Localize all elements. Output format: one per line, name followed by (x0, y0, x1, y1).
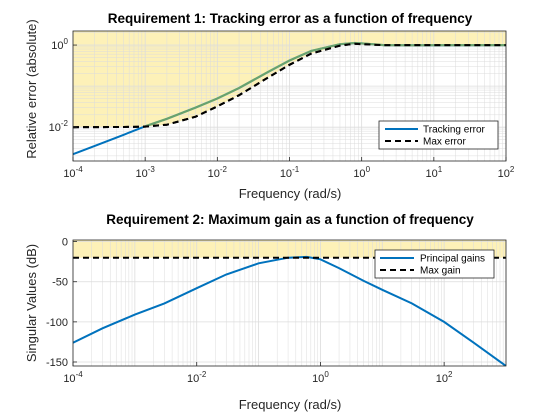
chart-2-legend[interactable]: Principal gains Max gain (374, 249, 495, 279)
chart-1-x-tick-labels: 10-4 10-3 10-2 10-1 100 101 102 (63, 157, 515, 180)
chart-1-legend-box (378, 120, 499, 150)
x-tick-label: 10-1 (280, 165, 300, 180)
violation-region (73, 31, 506, 128)
chart-1-plot-area[interactable] (72, 30, 507, 162)
chart-2-y-tick-labels: 0 -50 -100 -150 (46, 237, 77, 369)
chart-1-title: Requirement 1: Tracking error as a funct… (108, 11, 473, 26)
legend-label-max-gain: Max gain (420, 266, 461, 277)
chart-1-y-tick-labels: 10-2 100 (49, 37, 77, 134)
chart-2-x-tick-labels: 10-4 10-2 100 102 (63, 362, 453, 385)
y-tick-label: 100 (51, 37, 68, 52)
legend-label-max-error: Max error (423, 137, 466, 148)
chart-2-y-axis-label: Singular Values (dB) (24, 244, 39, 362)
x-tick-label: 10-2 (187, 370, 207, 385)
y-tick-label: 10-2 (49, 119, 69, 134)
x-tick-label: 10-4 (63, 165, 83, 180)
x-tick-label: 10-2 (208, 165, 228, 180)
series-line-tracking-error-overlay (144, 41, 506, 128)
x-tick-label: 10-3 (135, 165, 155, 180)
chart-2-title: Requirement 2: Maximum gain as a functio… (106, 212, 474, 227)
chart-1-legend[interactable]: Tracking error Max error (378, 120, 499, 150)
chart-1: Requirement 1: Tracking error as a funct… (24, 11, 515, 201)
x-tick-label: 102 (436, 370, 453, 385)
chart-2: Requirement 2: Maximum gain as a functio… (24, 212, 507, 412)
axes-box (72, 239, 507, 367)
y-tick-label: -50 (52, 277, 68, 289)
x-tick-label: 100 (353, 165, 370, 180)
x-tick-label: 101 (425, 165, 442, 180)
legend-label-principal-gains: Principal gains (420, 254, 485, 265)
x-tick-label: 102 (498, 165, 515, 180)
chart-2-x-axis-label: Frequency (rad/s) (239, 397, 342, 412)
x-tick-label: 10-4 (63, 370, 83, 385)
y-tick-label: -150 (46, 357, 68, 369)
chart-2-plot-area[interactable] (72, 239, 507, 367)
y-tick-label: 0 (62, 237, 68, 249)
legend-label-tracking-error: Tracking error (423, 125, 486, 136)
chart-2-legend-box (374, 249, 495, 279)
chart-1-y-axis-label: Relative error (absolute) (24, 19, 39, 158)
y-tick-label: -100 (46, 317, 68, 329)
x-tick-label: 100 (312, 370, 329, 385)
chart-1-x-axis-label: Frequency (rad/s) (239, 186, 342, 201)
series-line-max-error-top (73, 42, 506, 129)
